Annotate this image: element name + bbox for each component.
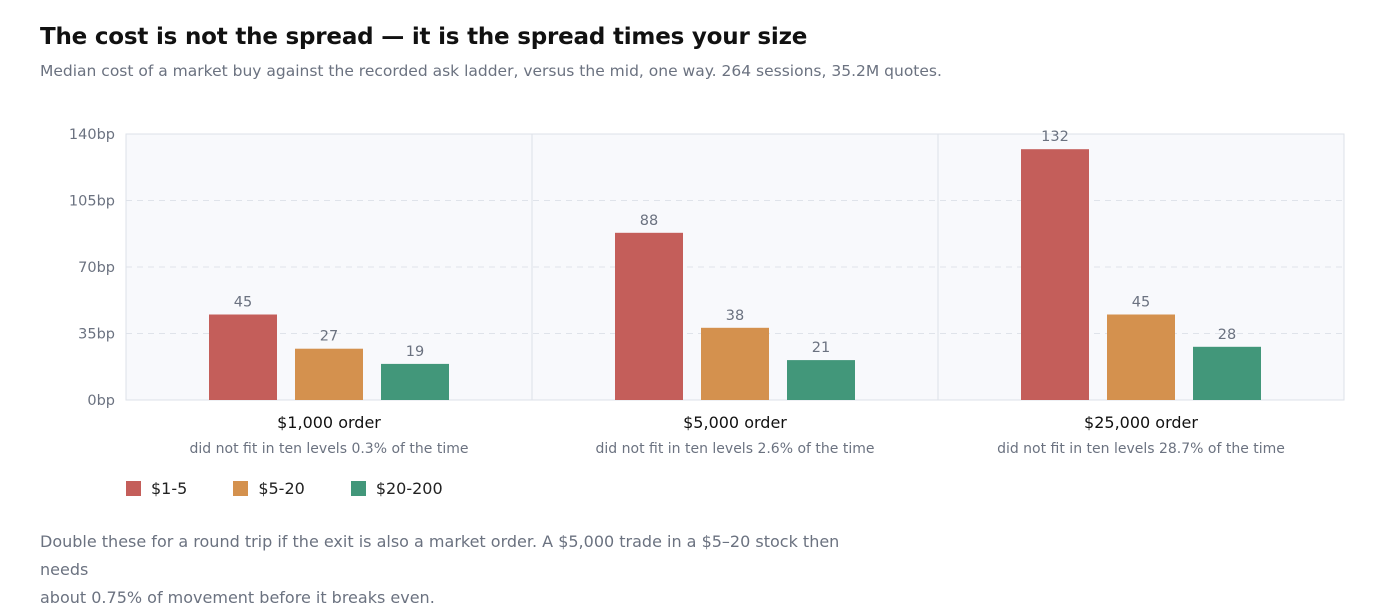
legend-label-3: $20-200 — [375, 479, 443, 498]
category-label: $1,000 order — [277, 413, 381, 432]
bar-value-label: 45 — [1132, 295, 1150, 311]
legend-swatch-3 — [350, 481, 366, 496]
category-note: did not fit in ten levels 0.3% of the ti… — [190, 441, 469, 457]
legend-label-1: $1-5 — [151, 479, 188, 498]
category-note: did not fit in ten levels 2.6% of the ti… — [596, 441, 875, 457]
legend: $1-5 $5-20 $20-200 — [126, 479, 443, 498]
bar — [1193, 346, 1261, 400]
bar — [209, 314, 277, 400]
y-tick-label: 105bp — [69, 194, 115, 210]
bar — [1107, 314, 1175, 400]
bar-chart: 0bp 35bp 70bp 105bp 140bp 45 27 19 $1,000 order d… — [69, 127, 1345, 457]
bar — [787, 360, 855, 400]
bar-value-label: 132 — [1041, 129, 1069, 145]
category-label: $25,000 order — [1084, 413, 1198, 432]
bar — [295, 348, 363, 400]
category-label: $5,000 order — [683, 413, 787, 432]
legend-swatch-1 — [126, 481, 141, 496]
footnote-line-1: Double these for a round trip if the exi… — [40, 532, 840, 579]
y-tick-label: 70bp — [78, 260, 115, 276]
bar — [701, 327, 769, 400]
bar-value-label: 28 — [1218, 327, 1236, 343]
legend-label-2: $5-20 — [258, 479, 305, 498]
footnote: Double these for a round trip if the exi… — [40, 528, 880, 612]
y-tick-label: 35bp — [78, 327, 115, 343]
bar — [615, 232, 683, 400]
legend-item-1: $1-5 — [126, 479, 187, 498]
bar-value-label: 19 — [406, 344, 424, 360]
legend-item-2: $5-20 — [233, 479, 305, 498]
bar-value-label: 27 — [320, 329, 338, 345]
bar — [1021, 149, 1089, 400]
legend-item-3: $20-200 — [350, 479, 443, 498]
chart-subtitle: Median cost of a market buy against the … — [40, 62, 942, 80]
category-note: did not fit in ten levels 28.7% of the t… — [997, 441, 1285, 457]
y-tick-label: 140bp — [69, 127, 115, 143]
footnote-line-2: about 0.75% of movement before it breaks… — [40, 588, 435, 607]
bar-value-label: 45 — [234, 295, 252, 311]
bar-value-label: 21 — [812, 340, 830, 356]
chart-title: The cost is not the spread — it is the s… — [40, 24, 808, 50]
y-tick-label: 0bp — [87, 393, 115, 409]
legend-swatch-2 — [233, 481, 249, 496]
bar — [381, 363, 449, 400]
bar-value-label: 88 — [640, 213, 658, 229]
bar-value-label: 38 — [726, 308, 744, 324]
